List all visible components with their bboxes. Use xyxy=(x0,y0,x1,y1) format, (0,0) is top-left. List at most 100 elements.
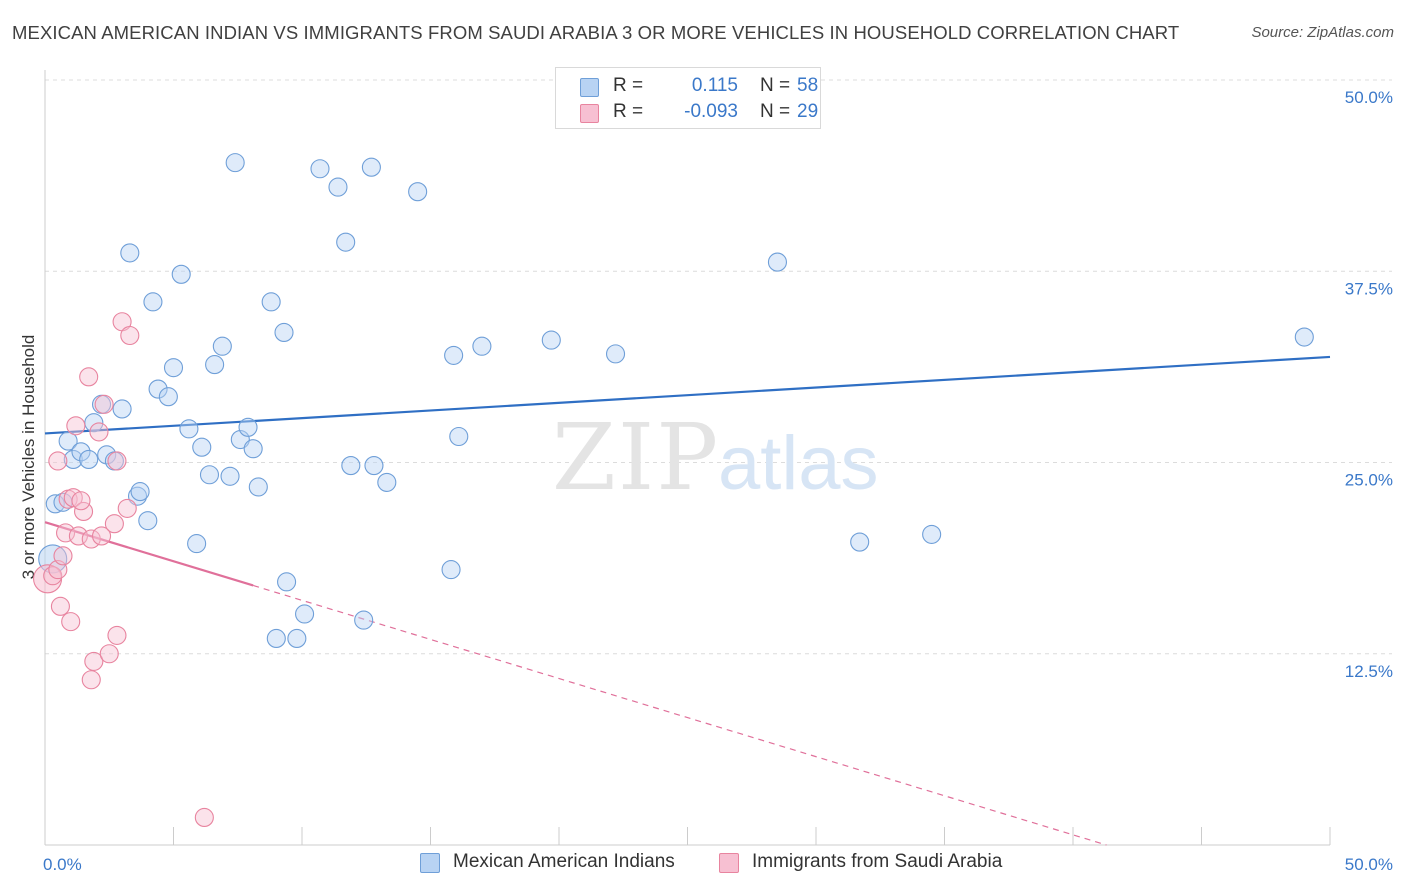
pink-point-18 xyxy=(94,394,114,414)
blue-point-19 xyxy=(163,358,184,378)
x-tick-label-0: 0.0% xyxy=(43,855,82,874)
blue-point-44 xyxy=(361,157,381,177)
blue-point-15 xyxy=(138,511,158,531)
trend-line-dashed-1 xyxy=(252,584,1107,846)
blue-point-11 xyxy=(112,399,132,419)
blue-point-4 xyxy=(63,449,83,469)
pink-point-24 xyxy=(117,498,137,518)
blue-point-46 xyxy=(377,472,397,492)
y-tick-labels: 12.5% 25.0% 37.5% 50.0% xyxy=(1345,88,1393,681)
blue-point-17 xyxy=(148,379,168,399)
blue-point-56 xyxy=(922,524,942,544)
n-value: 58 xyxy=(797,75,819,96)
r-label: R = xyxy=(613,75,644,96)
blue-point-26 xyxy=(212,336,232,356)
blue-point-50 xyxy=(449,426,469,447)
blue-point-9 xyxy=(97,445,117,465)
pink-point-22 xyxy=(107,451,127,471)
blue-point-41 xyxy=(336,232,356,252)
trend-line-solid-1 xyxy=(44,521,254,587)
pink-point-21 xyxy=(107,625,127,645)
blue-point-43 xyxy=(354,610,374,630)
blue-point-34 xyxy=(274,322,294,343)
y-axis-label: 3 or more Vehicles in Household xyxy=(19,335,38,580)
blue-point-35 xyxy=(277,572,297,592)
blue-point-52 xyxy=(541,330,561,350)
blue-point-33 xyxy=(261,292,281,312)
pink-point-26 xyxy=(194,807,214,828)
blue-point-28 xyxy=(225,153,245,173)
pink-point-3 xyxy=(50,596,70,616)
blue-point-39 xyxy=(310,159,330,179)
blue-swatch xyxy=(420,853,440,873)
chart-title: MEXICAN AMERICAN INDIAN VS IMMIGRANTS FR… xyxy=(12,22,1180,43)
blue-point-18 xyxy=(158,387,178,407)
chart-source: Source: ZipAtlas.com xyxy=(1251,24,1394,41)
trend-lines xyxy=(44,355,1331,846)
blue-point-16 xyxy=(143,292,163,312)
blue-point-5 xyxy=(71,442,91,462)
blue-point-37 xyxy=(287,628,307,649)
blue-point-23 xyxy=(192,437,212,457)
blue-point-29 xyxy=(230,429,250,450)
pink-point-13 xyxy=(81,670,101,690)
n-label: N = xyxy=(760,75,791,96)
pink-point-16 xyxy=(89,422,109,442)
blue-point-49 xyxy=(441,560,461,580)
blue-point-25 xyxy=(205,355,225,375)
blue-point-55 xyxy=(850,532,870,552)
y-tick-label-3: 50.0% xyxy=(1345,88,1393,107)
pink-point-17 xyxy=(91,526,112,546)
blue-point-20 xyxy=(171,264,191,284)
pink-point-4 xyxy=(53,546,73,566)
pink-point-9 xyxy=(66,416,86,436)
pink-swatch xyxy=(580,104,599,123)
blue-point-53 xyxy=(605,344,626,364)
grid-lines xyxy=(45,79,1392,655)
pink-point-19 xyxy=(99,644,119,664)
blue-swatch xyxy=(580,78,599,97)
blue-point-1 xyxy=(45,494,65,514)
blue-point-14 xyxy=(130,482,150,502)
pink-point-12 xyxy=(79,367,99,387)
blue-point-45 xyxy=(364,456,384,476)
y-tick-label-1: 25.0% xyxy=(1345,471,1393,490)
watermark-zip: ZIP xyxy=(552,404,720,511)
blue-point-54 xyxy=(767,252,788,272)
pink-point-7 xyxy=(61,612,81,632)
stats-legend: R = 0.115 N = 58 R = -0.093 N = 29 xyxy=(555,67,821,129)
y-tick-label-2: 37.5% xyxy=(1345,279,1393,298)
x-tick-label-1: 50.0% xyxy=(1345,855,1393,874)
blue-point-27 xyxy=(220,466,240,486)
pink-point-25 xyxy=(120,325,140,346)
blue-point-32 xyxy=(248,477,268,497)
blue-point-21 xyxy=(179,419,199,439)
blue-point-57 xyxy=(1294,327,1314,347)
blue-point-31 xyxy=(243,439,263,459)
r-label: R = xyxy=(613,101,644,122)
trend-line-0 xyxy=(44,355,1331,435)
r-value: -0.093 xyxy=(684,101,738,122)
blue-point-3 xyxy=(58,431,78,451)
blue-point-6 xyxy=(79,449,99,469)
blue-point-24 xyxy=(199,465,220,485)
r-value: 0.115 xyxy=(691,75,738,96)
pink-point-1 xyxy=(43,566,63,586)
watermark-atlas: atlas xyxy=(718,421,879,506)
blue-point-48 xyxy=(444,345,464,365)
blue-point-40 xyxy=(328,177,348,197)
pink-point-20 xyxy=(104,514,124,534)
x-tick-labels: 0.0% 50.0% xyxy=(43,855,1393,874)
legend-label: Mexican American Indians xyxy=(453,851,675,872)
legend-label: Immigrants from Saudi Arabia xyxy=(752,851,1003,872)
blue-point-36 xyxy=(266,628,286,649)
n-label: N = xyxy=(760,101,791,122)
blue-point-38 xyxy=(295,604,315,624)
y-tick-label-0: 12.5% xyxy=(1345,662,1393,681)
n-value: 29 xyxy=(797,101,819,122)
x-ticks xyxy=(173,827,1331,845)
pink-point-27 xyxy=(48,451,68,471)
data-points xyxy=(33,153,1314,828)
blue-point-51 xyxy=(472,336,492,356)
